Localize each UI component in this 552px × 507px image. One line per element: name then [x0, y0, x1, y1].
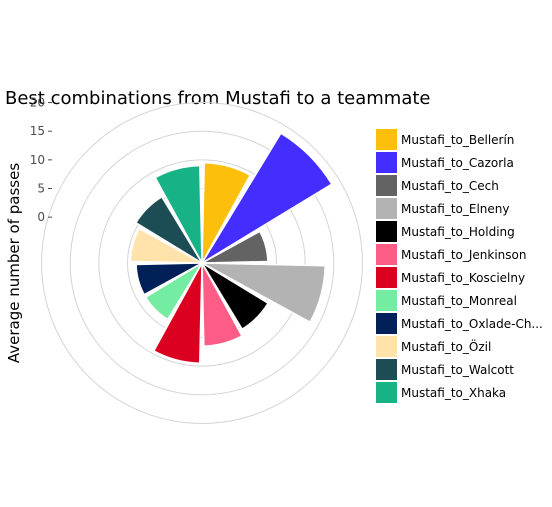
legend-label: Mustafi_to_Cech [401, 179, 499, 193]
legend-label: Mustafi_to_Cazorla [401, 156, 514, 170]
legend-label: Mustafi_to_Holding [401, 225, 515, 239]
legend-swatch [376, 267, 397, 288]
legend-label: Mustafi_to_Monreal [401, 294, 517, 308]
y-tick-label: 20 [30, 96, 45, 110]
legend-label: Mustafi_to_Walcott [401, 363, 514, 377]
legend-swatch [376, 359, 397, 380]
legend-label: Mustafi_to_Xhaka [401, 386, 506, 400]
bar-11 [134, 195, 203, 264]
legend-swatch [376, 244, 397, 265]
bar-1 [201, 161, 252, 264]
legend-swatch [376, 198, 397, 219]
y-axis: 0 5 10 15 20 [30, 96, 52, 224]
bar-4 [201, 262, 326, 324]
legend-label: Mustafi_to_Jenkinson [401, 248, 527, 262]
legend-swatch [376, 313, 397, 334]
y-axis-label: Average number of passes [5, 163, 23, 363]
bar-3 [201, 230, 269, 264]
legend-swatch [376, 221, 397, 242]
y-tick-label: 15 [30, 124, 45, 138]
grid-ring [41, 102, 363, 424]
legend-swatch [376, 175, 397, 196]
bar-6 [201, 262, 243, 347]
legend-swatch [376, 290, 397, 311]
grid-ring [69, 130, 335, 396]
legend-label: Mustafi_to_Koscielny [401, 271, 525, 285]
bar-7 [152, 262, 203, 365]
legend-label: Mustafi_to_Bellerín [401, 133, 514, 147]
y-tick-label: 10 [30, 153, 45, 167]
bar-group [129, 132, 333, 365]
legend: Mustafi_to_Bellerín Mustafi_to_Cazorla Mus… [376, 129, 543, 403]
legend-label: Mustafi_to_Elneny [401, 202, 510, 216]
grid-ring [98, 159, 306, 367]
legend-swatch [376, 152, 397, 173]
y-tick-label: 5 [37, 182, 45, 196]
y-tick-label: 0 [37, 210, 45, 224]
polar-grid [41, 102, 363, 424]
grid-ring [127, 188, 277, 338]
bar-2 [201, 132, 333, 264]
chart-title: Best combinations from Mustafi to a team… [5, 88, 430, 109]
bar-10 [129, 227, 203, 264]
legend-swatch [376, 129, 397, 150]
bar-9 [135, 262, 203, 296]
legend-label: Mustafi_to_Oxlade-Ch... [401, 317, 543, 331]
legend-swatch [376, 382, 397, 403]
bar-8 [144, 262, 203, 321]
legend-swatch [376, 336, 397, 357]
legend-label: Mustafi_to_Özil [401, 338, 491, 354]
bar-12 [154, 164, 203, 264]
bar-5 [201, 262, 270, 331]
